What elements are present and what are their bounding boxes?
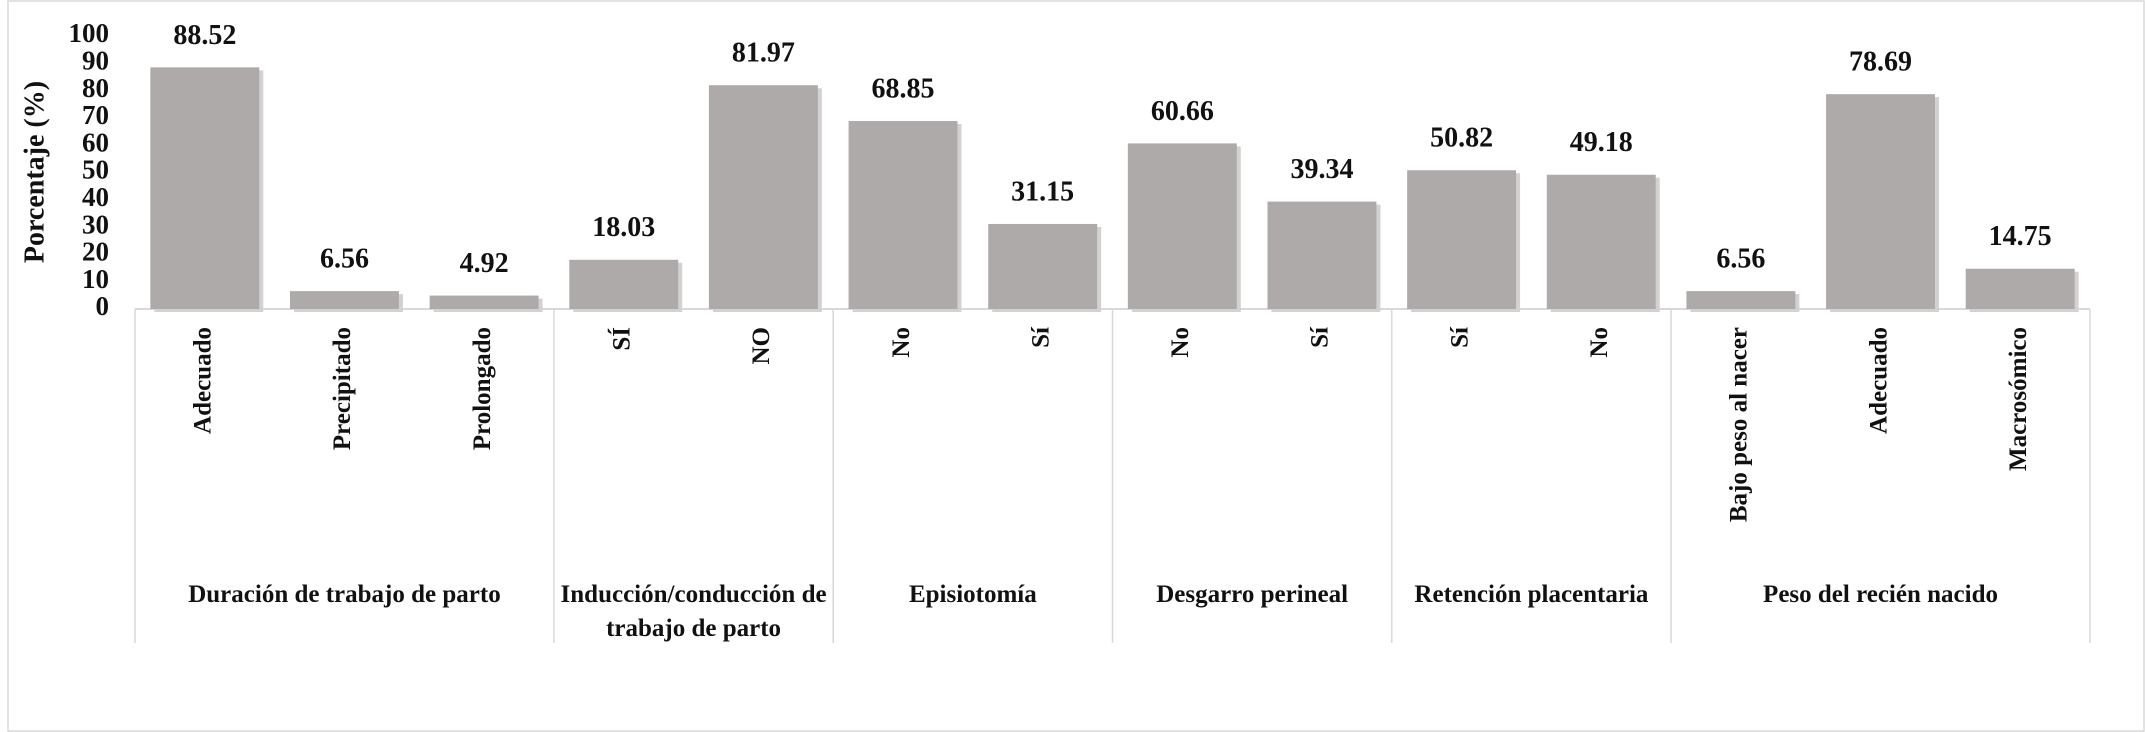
- x-tick-label: No: [1586, 327, 1613, 358]
- group-label: Duración de trabajo de parto: [188, 581, 501, 608]
- bar: [1546, 174, 1656, 309]
- bar: [429, 295, 539, 309]
- value-label: 6.56: [1716, 244, 1765, 275]
- x-tick-label: Macrosómico: [2005, 327, 2032, 471]
- y-axis-title: Porcentaje (%): [19, 81, 50, 263]
- x-tick-label: No: [1167, 327, 1194, 358]
- value-label: 60.66: [1151, 96, 1214, 127]
- y-tick-label: 100: [69, 18, 110, 48]
- bar: [1965, 268, 2075, 309]
- group-label: Peso del recién nacido: [1763, 581, 1998, 608]
- x-tick-label: Precipitado: [329, 327, 356, 450]
- value-label: 31.15: [1011, 176, 1074, 207]
- bar: [150, 67, 260, 310]
- bar: [1686, 291, 1796, 309]
- x-tick-label: Adecuado: [1865, 327, 1892, 434]
- y-tick-label: 70: [82, 100, 109, 130]
- value-label: 14.75: [1989, 221, 2052, 252]
- x-tick-label: Sí: [1446, 326, 1473, 348]
- value-label: 4.92: [460, 248, 509, 279]
- value-label: 18.03: [592, 212, 655, 243]
- group-label: Desgarro perineal: [1156, 581, 1349, 608]
- x-tick-label: Sí: [1027, 326, 1054, 348]
- value-label: 6.56: [320, 244, 369, 275]
- y-tick-label: 80: [82, 73, 109, 103]
- bar: [290, 291, 399, 309]
- y-tick-label: 60: [82, 127, 109, 157]
- value-label: 81.97: [732, 38, 795, 69]
- x-tick-label: SÍ: [607, 327, 635, 351]
- y-tick-label: 30: [82, 209, 109, 239]
- value-label: 88.52: [173, 20, 236, 51]
- x-tick-label: Prolongado: [469, 327, 496, 450]
- bar: [569, 259, 679, 309]
- y-tick-label: 0: [96, 291, 110, 321]
- bar: [1127, 143, 1237, 309]
- value-label: 68.85: [872, 73, 935, 104]
- x-tick-label: Bajo peso al nacer: [1726, 327, 1753, 522]
- value-label: 49.18: [1570, 127, 1633, 158]
- y-tick-label: 20: [82, 237, 109, 267]
- bar: [988, 223, 1098, 309]
- bar: [848, 121, 958, 310]
- group-label: Episiotomía: [908, 581, 1037, 608]
- bar: [1267, 201, 1377, 309]
- bar: [708, 85, 818, 310]
- group-label: Retención placentaria: [1414, 581, 1649, 608]
- y-tick-label: 50: [82, 155, 109, 185]
- x-tick-label: Adecuado: [190, 327, 217, 434]
- bar: [1826, 94, 1935, 309]
- group-label: Inducción/conducción de trabajo de parto: [560, 581, 827, 642]
- value-label: 39.34: [1290, 154, 1353, 185]
- chart-border: [7, 0, 2145, 732]
- y-tick-label: 10: [82, 264, 109, 294]
- x-tick-label: NO: [748, 327, 775, 365]
- bar: [1407, 170, 1517, 309]
- value-label: 50.82: [1430, 123, 1493, 154]
- x-tick-label: Sí: [1307, 326, 1334, 348]
- y-tick-label: 40: [82, 182, 109, 212]
- y-tick-label: 90: [82, 46, 109, 76]
- value-label: 78.69: [1849, 47, 1912, 78]
- x-tick-label: No: [888, 327, 915, 358]
